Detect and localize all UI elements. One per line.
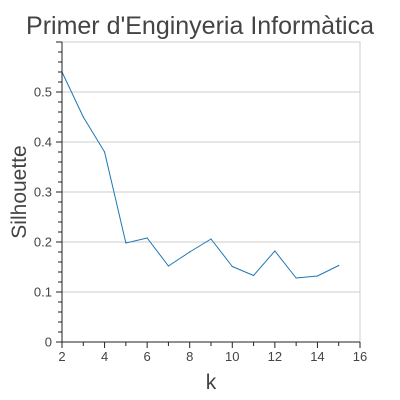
x-tick-label-7: 16 — [353, 349, 367, 364]
data-point — [317, 275, 318, 276]
y-tick-label-0: 0 — [45, 335, 52, 350]
x-axis: 2 4 6 8 10 12 14 16 — [58, 342, 367, 364]
grid-lines — [62, 92, 360, 292]
x-tick-label-5: 12 — [268, 349, 282, 364]
data-point — [296, 277, 297, 278]
y-tick-label-4: 0.4 — [34, 135, 52, 150]
chart-title: Primer d'Enginyeria Informàtica — [26, 12, 374, 40]
y-tick-label-5: 0.5 — [34, 85, 52, 100]
x-tick-label-1: 4 — [101, 349, 108, 364]
data-point — [274, 250, 275, 251]
y-axis: 0 0.1 0.2 0.3 0.4 0.5 — [34, 42, 62, 350]
data-point — [147, 237, 148, 238]
y-axis-title: Silhouette — [8, 145, 31, 238]
x-tick-label-6: 14 — [310, 349, 324, 364]
x-axis-title: k — [206, 371, 217, 394]
data-point — [104, 151, 105, 152]
y-tick-label-3: 0.3 — [34, 185, 52, 200]
data-point — [210, 238, 211, 239]
y-tick-label-1: 0.1 — [34, 285, 52, 300]
data-point — [253, 275, 254, 276]
x-tick-label-3: 8 — [186, 349, 193, 364]
x-tick-label-4: 10 — [225, 349, 239, 364]
x-tick-label-0: 2 — [58, 349, 65, 364]
data-series — [61, 71, 339, 278]
series-line-0 — [62, 72, 339, 278]
x-tick-label-2: 6 — [144, 349, 151, 364]
data-point — [189, 251, 190, 252]
data-point — [125, 242, 126, 243]
data-point — [232, 266, 233, 267]
data-point — [338, 265, 339, 266]
data-point — [168, 265, 169, 266]
data-point — [83, 116, 84, 117]
y-tick-label-2: 0.2 — [34, 235, 52, 250]
